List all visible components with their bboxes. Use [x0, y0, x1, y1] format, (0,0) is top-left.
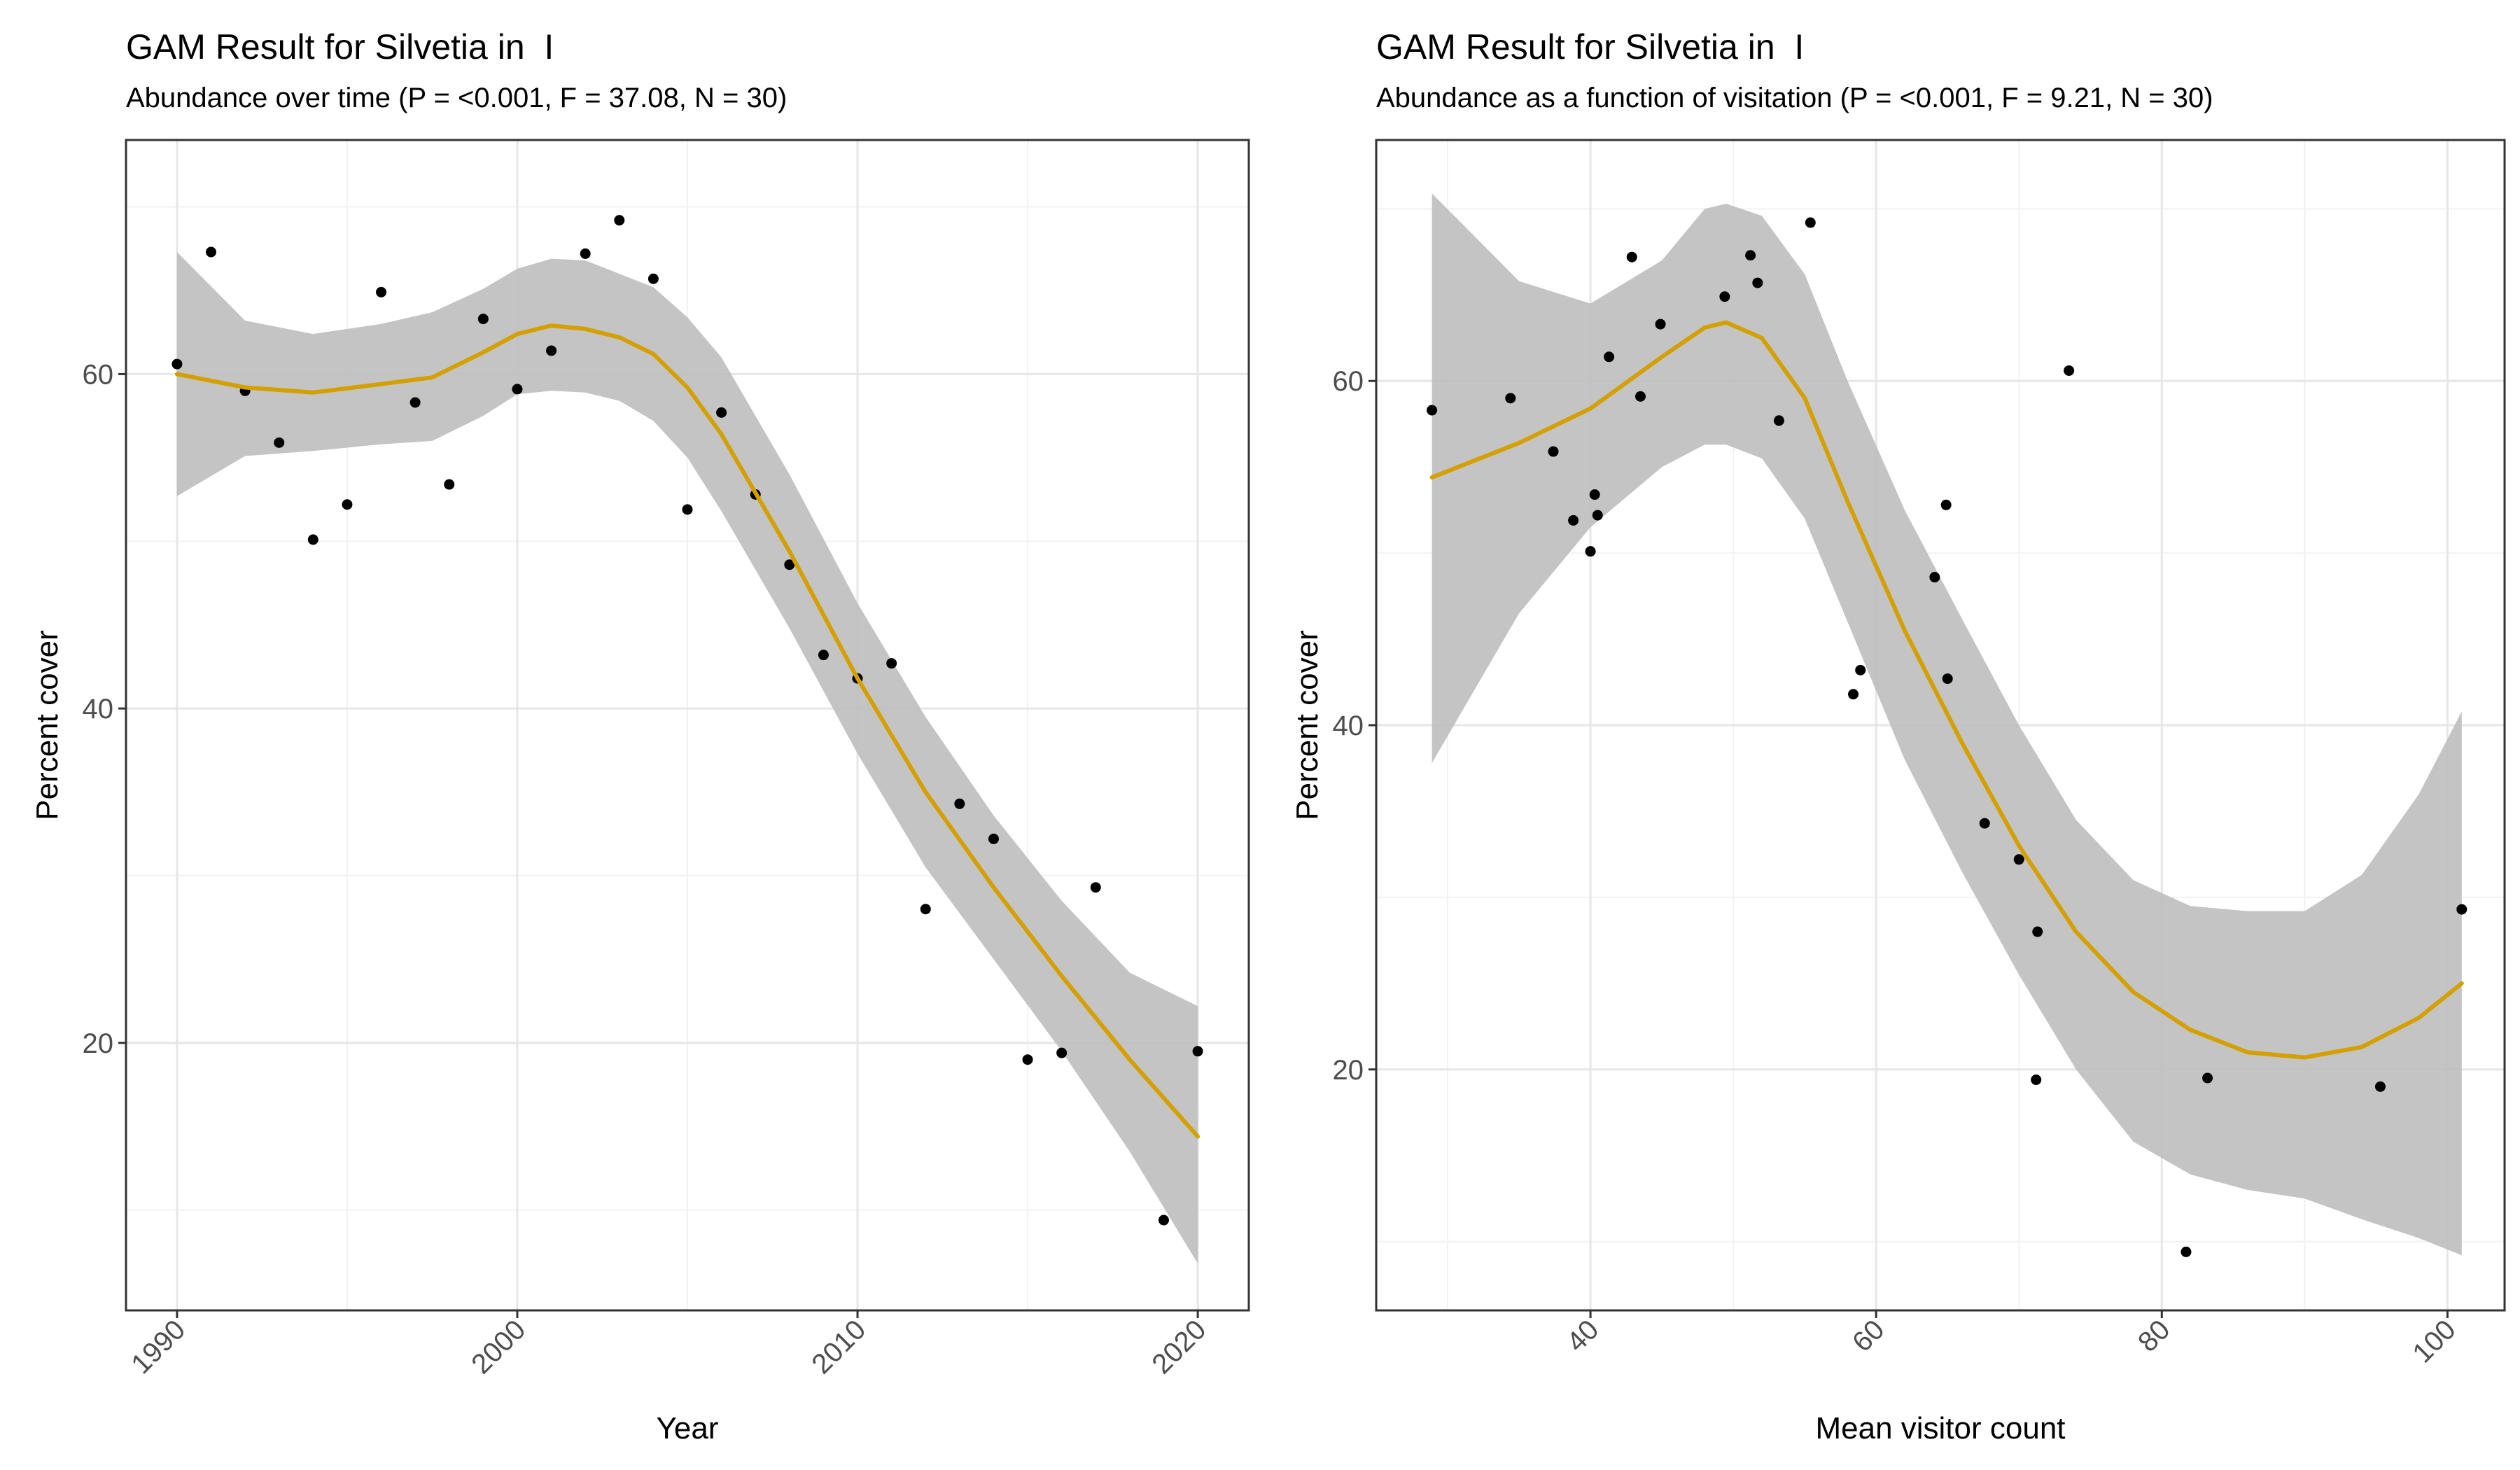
data-point: [1773, 415, 1784, 426]
y-tick-label: 20: [1333, 1055, 1364, 1086]
left-chart-plot: 20 40 60 1990 2000 2010 2020 Year Percent cover: [30, 139, 1250, 1446]
left-chart-panel: GAM Result for Silvetia in I Abundance o…: [30, 27, 1250, 1446]
data-point: [1940, 499, 1952, 510]
y-axis-title: Percent cover: [30, 630, 64, 820]
x-axis-title: Mean visitor count: [1815, 1411, 2065, 1446]
x-tick-label: 1990: [125, 1314, 191, 1380]
data-point: [1158, 1214, 1169, 1226]
data-point: [818, 650, 829, 661]
data-point: [342, 499, 353, 510]
left-chart-title: GAM Result for Silvetia in I: [126, 27, 554, 66]
y-tick-label: 60: [83, 359, 114, 390]
gam-smooth-line: [174, 323, 1200, 1139]
data-point: [1056, 1047, 1068, 1058]
data-point: [410, 397, 421, 408]
data-point: [2031, 1074, 2042, 1086]
data-point: [376, 286, 387, 298]
data-point: [1979, 818, 1990, 829]
right-chart-plot: 20 40 60 40 60 80 100 Mean visitor count Percent…: [1290, 139, 2506, 1446]
data-point: [1855, 664, 1866, 676]
data-point: [307, 534, 318, 545]
data-point: [1634, 391, 1646, 402]
x-tick-label: 2000: [465, 1314, 531, 1380]
data-point: [546, 345, 557, 356]
data-point: [1589, 489, 1600, 500]
plot-border: [125, 139, 1250, 1312]
data-point: [444, 479, 455, 490]
data-point: [2064, 365, 2075, 376]
data-point: [172, 358, 183, 370]
data-point: [206, 246, 217, 258]
data-point: [1427, 405, 1438, 416]
x-tick-label: 40: [1561, 1314, 1605, 1358]
data-point: [784, 559, 795, 570]
confidence-ribbon: [176, 252, 1198, 1264]
right-chart-title: GAM Result for Silvetia in I: [1376, 27, 1805, 66]
data-point: [580, 248, 591, 259]
x-tick-label: 2010: [806, 1314, 872, 1380]
data-point: [512, 384, 523, 395]
data-point: [1090, 882, 1101, 893]
data-point: [2202, 1072, 2213, 1084]
data-point: [682, 504, 693, 515]
data-point: [274, 437, 285, 448]
x-tick-label: 60: [1847, 1314, 1891, 1358]
data-point: [1626, 251, 1637, 262]
data-point: [1719, 291, 1730, 302]
x-tick-label: 100: [2407, 1314, 2461, 1368]
right-chart-subtitle: Abundance as a function of visitation (P…: [1376, 83, 2213, 113]
data-point: [1568, 514, 1579, 526]
data-point: [2013, 854, 2024, 865]
data-point: [886, 658, 897, 669]
data-point: [1192, 1046, 1203, 1057]
data-point: [1505, 393, 1516, 404]
left-chart-subtitle: Abundance over time (P = <0.001, F = 37.…: [126, 83, 788, 113]
data-point: [1592, 510, 1603, 521]
right-chart-panel: GAM Result for Silvetia in I Abundance a…: [1260, 0, 2520, 1470]
data-point: [1942, 673, 1953, 685]
data-point: [614, 215, 625, 226]
data-point: [1752, 277, 1763, 288]
data-point: [1848, 689, 1859, 700]
y-tick-label: 40: [1333, 710, 1364, 741]
data-point: [954, 798, 965, 809]
data-point: [2180, 1246, 2192, 1257]
data-point: [477, 314, 489, 325]
data-point: [988, 833, 999, 844]
data-point: [648, 273, 659, 284]
data-point: [1805, 217, 1816, 228]
x-axis-title: Year: [657, 1411, 719, 1446]
data-point: [1022, 1054, 1033, 1065]
x-tick-label: 2020: [1146, 1314, 1212, 1380]
data-point: [920, 904, 931, 915]
data-point: [716, 407, 727, 418]
y-tick-label: 20: [83, 1028, 114, 1059]
data-point: [1929, 572, 1940, 583]
y-tick-label: 60: [1333, 366, 1364, 397]
confidence-ribbon: [1432, 193, 2462, 1256]
data-point: [1745, 250, 1756, 261]
data-point: [1604, 351, 1615, 363]
data-point: [2032, 926, 2043, 937]
x-tick-label: 80: [2132, 1314, 2176, 1358]
data-point: [2456, 904, 2468, 915]
data-point: [2374, 1081, 2386, 1092]
data-point: [1655, 318, 1666, 330]
gam-smooth-line: [1429, 320, 2464, 1060]
data-point: [1548, 446, 1559, 457]
y-axis-title: Percent cover: [1290, 630, 1324, 820]
y-tick-label: 40: [83, 694, 114, 724]
data-point: [1585, 546, 1596, 557]
